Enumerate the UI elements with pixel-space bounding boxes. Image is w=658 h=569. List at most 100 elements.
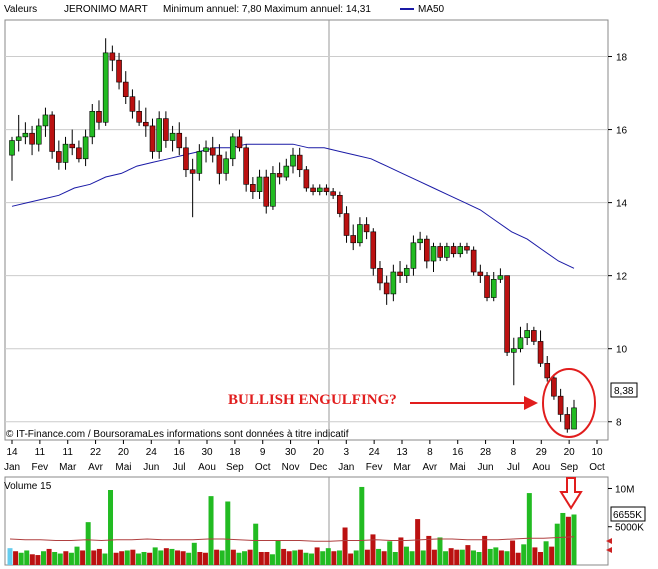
candle-body	[122, 81, 129, 97]
price-tick-label: 18	[616, 53, 628, 64]
candle-body	[15, 136, 22, 141]
volume-bar	[470, 550, 476, 565]
x-day-label: 9	[260, 447, 266, 458]
volume-bar	[320, 551, 326, 565]
x-month-label: Jun	[478, 462, 494, 473]
candle-body	[551, 377, 557, 397]
volume-down-arrow-icon	[559, 477, 583, 510]
volume-bar	[549, 546, 555, 565]
candle-body	[323, 187, 330, 192]
volume-bar	[24, 550, 30, 565]
annotation-circle	[542, 368, 596, 438]
candle-body	[143, 121, 149, 127]
candle-body	[236, 136, 243, 149]
volume-bar	[247, 549, 253, 565]
candle-body	[350, 235, 357, 244]
candle-body	[256, 176, 263, 192]
x-day-label: 30	[201, 447, 213, 458]
candle-body	[490, 279, 497, 298]
price-tick-label: 8	[616, 418, 622, 429]
volume-tick-label: 10M	[615, 484, 634, 495]
candle-body	[517, 337, 524, 349]
volume-bar	[437, 537, 443, 565]
volume-bar	[543, 541, 549, 565]
volume-bar	[504, 551, 510, 565]
x-month-label: Fev	[366, 462, 383, 473]
x-month-label: Avr	[88, 462, 103, 473]
candle-body	[163, 118, 169, 141]
price-tick-label: 10	[616, 345, 628, 356]
volume-bar	[532, 547, 538, 565]
candle-body	[56, 151, 62, 163]
candle-body	[557, 395, 564, 415]
volume-bar	[108, 490, 114, 565]
x-day-label: 29	[536, 447, 548, 458]
volume-bar	[35, 555, 41, 565]
volume-bar	[281, 548, 287, 565]
candle-body	[343, 213, 350, 236]
volume-bar	[487, 548, 493, 565]
volume-bars	[7, 486, 577, 565]
x-month-label: Mai	[115, 462, 131, 473]
price-axis-ticks: 8 10 12 14 16 18	[608, 53, 628, 429]
volume-bar	[342, 527, 348, 565]
candle-body	[276, 173, 283, 178]
price-tick-label: 16	[616, 126, 628, 137]
candle-body	[484, 275, 490, 298]
volume-bar	[336, 550, 342, 565]
volume-bar	[85, 522, 91, 565]
header-range-text: Minimum annuel: 7,80 Maximum annuel: 14,…	[163, 4, 371, 15]
x-month-label: Mai	[450, 462, 466, 473]
volume-bar	[57, 553, 63, 565]
x-day-label: 30	[285, 447, 297, 458]
volume-bar	[376, 548, 382, 565]
candle-body	[424, 238, 430, 262]
volume-bar	[186, 552, 192, 565]
volume-bar	[130, 549, 136, 565]
volume-bar	[431, 549, 437, 565]
volume-bar	[96, 548, 102, 565]
volume-bar	[147, 552, 153, 565]
ma50-legend-label: MA50	[418, 4, 445, 15]
x-day-label: 14	[6, 447, 18, 458]
header-valeurs-label: Valeurs	[4, 4, 38, 15]
volume-bar	[309, 553, 315, 565]
candle-body	[477, 271, 484, 276]
candle-body	[209, 147, 216, 156]
volume-bar	[91, 550, 97, 565]
candle-body	[283, 165, 290, 178]
volume-bar	[124, 550, 130, 565]
volume-bar	[264, 551, 270, 565]
last-price-marker: 8,38	[610, 382, 638, 398]
candle-body	[35, 125, 42, 145]
volume-bar	[163, 548, 169, 565]
volume-bar	[426, 535, 432, 565]
last-volume-box	[610, 506, 646, 522]
candle-body	[196, 151, 203, 174]
volume-bar	[454, 549, 460, 565]
x-month-label: Mar	[393, 462, 411, 473]
candle-body	[470, 249, 477, 273]
x-day-label: 18	[229, 447, 241, 458]
candle-body	[29, 132, 35, 145]
volume-bar	[359, 486, 365, 565]
candle-body	[69, 143, 76, 149]
ma50-legend: MA50	[400, 4, 444, 15]
volume-bar	[175, 550, 181, 565]
volume-bar	[515, 552, 521, 565]
annotation-callout	[410, 368, 596, 438]
candle-body	[82, 136, 89, 160]
volume-bar	[158, 550, 164, 565]
volume-bar	[415, 519, 421, 565]
candle-body	[183, 147, 189, 171]
candle-body	[270, 173, 276, 207]
candle-body	[430, 246, 437, 262]
volume-bar	[482, 535, 488, 565]
volume-bar	[41, 551, 47, 565]
candle-body	[417, 238, 423, 244]
x-month-label: Dec	[310, 462, 328, 473]
candle-body	[149, 125, 156, 152]
x-month-label: Jun	[143, 462, 159, 473]
ma50-line	[11, 143, 575, 269]
x-day-label: 16	[452, 447, 464, 458]
